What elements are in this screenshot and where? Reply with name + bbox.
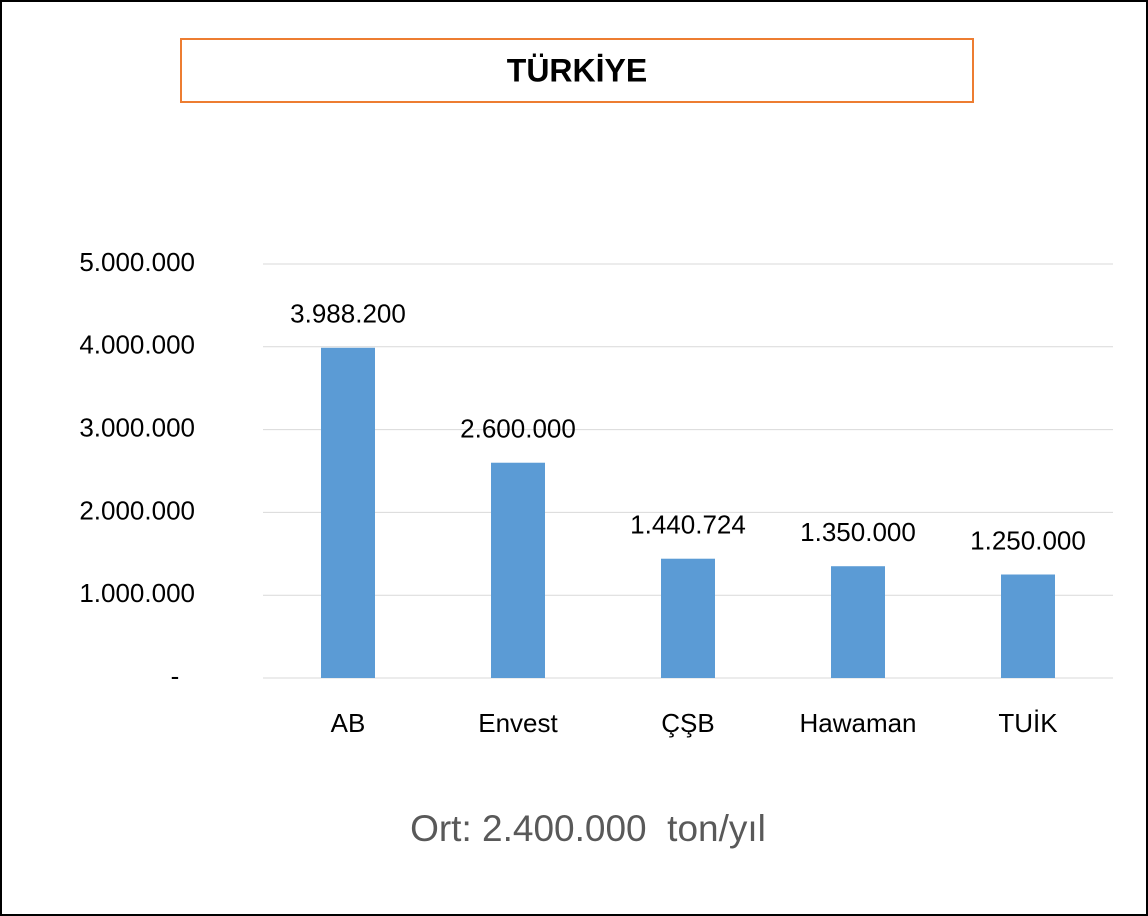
- y-tick-label: 4.000.000: [79, 330, 195, 360]
- title-box: [180, 38, 974, 103]
- y-tick-label: 1.000.000: [79, 578, 195, 608]
- bar: [1001, 574, 1055, 678]
- chart-title: TÜRKİYE: [507, 52, 647, 88]
- y-tick-label: 5.000.000: [79, 247, 195, 277]
- bar: [661, 558, 715, 678]
- bar: [831, 566, 885, 678]
- x-tick-label: Hawaman: [799, 708, 916, 738]
- annotation: Ort: 2.400.000 ton/yıl: [410, 808, 766, 849]
- data-label: 1.350.000: [800, 517, 916, 547]
- data-label: 1.440.724: [630, 510, 746, 540]
- data-label: 3.988.200: [290, 299, 406, 329]
- y-tick-label: 2.000.000: [79, 495, 195, 525]
- y-tick-label: 3.000.000: [79, 412, 195, 442]
- x-tick-label: ÇŞB: [661, 708, 714, 738]
- x-tick-label: TUİK: [998, 708, 1058, 738]
- y-tick-label: -: [171, 661, 180, 691]
- bar: [491, 462, 545, 678]
- data-label: 1.250.000: [970, 525, 1086, 555]
- x-tick-label: AB: [331, 708, 366, 738]
- bar: [321, 347, 375, 678]
- data-label: 2.600.000: [460, 414, 576, 444]
- x-tick-label: Envest: [478, 708, 558, 738]
